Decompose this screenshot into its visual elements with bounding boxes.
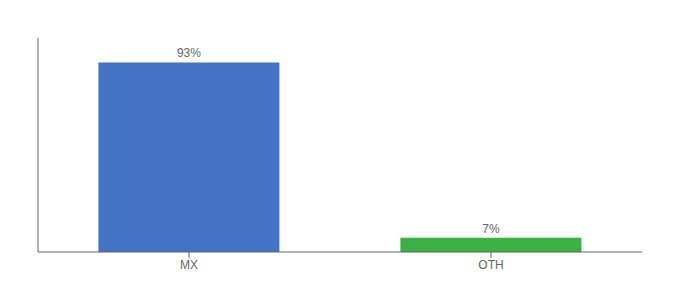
svg-text:7%: 7% [482,222,500,236]
svg-text:OTH: OTH [478,258,503,272]
svg-text:MX: MX [180,258,198,272]
svg-text:93%: 93% [177,46,201,60]
